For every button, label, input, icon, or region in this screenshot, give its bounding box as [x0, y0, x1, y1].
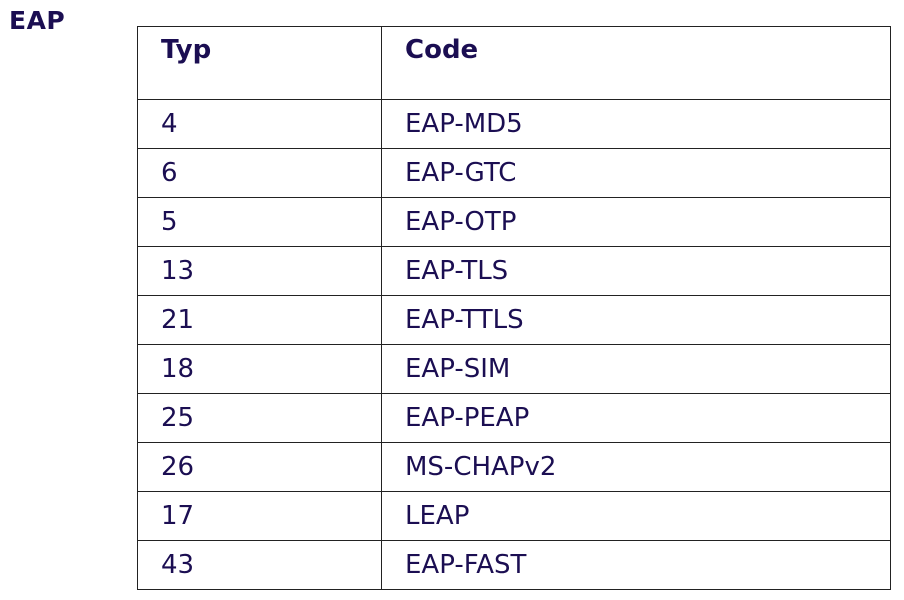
header-code: Code	[381, 26, 891, 100]
cell-typ: 5	[137, 197, 382, 247]
table-row: 21 EAP-TTLS	[137, 295, 891, 345]
cell-typ: 4	[137, 99, 382, 149]
cell-code: MS-CHAPv2	[381, 442, 891, 492]
table-row: 6 EAP-GTC	[137, 148, 891, 198]
table-row: 18 EAP-SIM	[137, 344, 891, 394]
cell-typ: 43	[137, 540, 382, 590]
cell-typ: 17	[137, 491, 382, 541]
table-row: 26 MS-CHAPv2	[137, 442, 891, 492]
cell-typ: 21	[137, 295, 382, 345]
cell-typ: 13	[137, 246, 382, 296]
table-header-row: Typ Code	[137, 26, 891, 100]
table-row: 25 EAP-PEAP	[137, 393, 891, 443]
cell-typ: 25	[137, 393, 382, 443]
table-row: 13 EAP-TLS	[137, 246, 891, 296]
cell-code: EAP-TTLS	[381, 295, 891, 345]
page-title: EAP	[9, 6, 66, 35]
cell-code: EAP-MD5	[381, 99, 891, 149]
table-row: 17 LEAP	[137, 491, 891, 541]
cell-code: EAP-SIM	[381, 344, 891, 394]
cell-code: EAP-OTP	[381, 197, 891, 247]
table-row: 43 EAP-FAST	[137, 540, 891, 590]
cell-code: EAP-TLS	[381, 246, 891, 296]
table-row: 4 EAP-MD5	[137, 99, 891, 149]
cell-code: EAP-FAST	[381, 540, 891, 590]
cell-code: EAP-PEAP	[381, 393, 891, 443]
cell-code: EAP-GTC	[381, 148, 891, 198]
cell-code: LEAP	[381, 491, 891, 541]
cell-typ: 6	[137, 148, 382, 198]
cell-typ: 26	[137, 442, 382, 492]
header-typ: Typ	[137, 26, 382, 100]
eap-type-table: Typ Code 4 EAP-MD5 6 EAP-GTC 5 EAP-OTP 13 EAP-T…	[137, 26, 891, 590]
cell-typ: 18	[137, 344, 382, 394]
table-row: 5 EAP-OTP	[137, 197, 891, 247]
